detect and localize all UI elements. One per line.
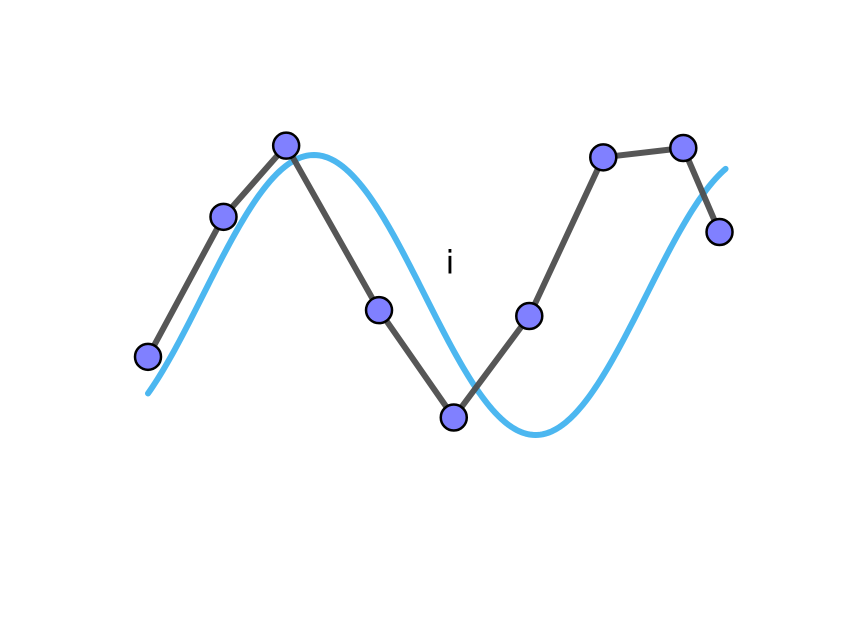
sampled-line-layer [145,142,723,421]
sampled-series-line [145,142,723,421]
data-point-5 [439,403,469,432]
data-point-6 [515,301,544,331]
data-point-4 [364,295,394,325]
data-point-2 [209,202,238,232]
data-point-3 [271,131,301,160]
annotation-label-1: i [446,243,455,281]
data-point-9 [705,217,734,247]
smooth-curve-layer [145,152,729,438]
data-point-8 [669,133,698,163]
data-point-1 [133,342,163,372]
data-point-layer [133,131,734,432]
annotation-layer: i [446,243,455,281]
smooth-curve-line [145,152,729,438]
data-point-7 [589,143,618,172]
